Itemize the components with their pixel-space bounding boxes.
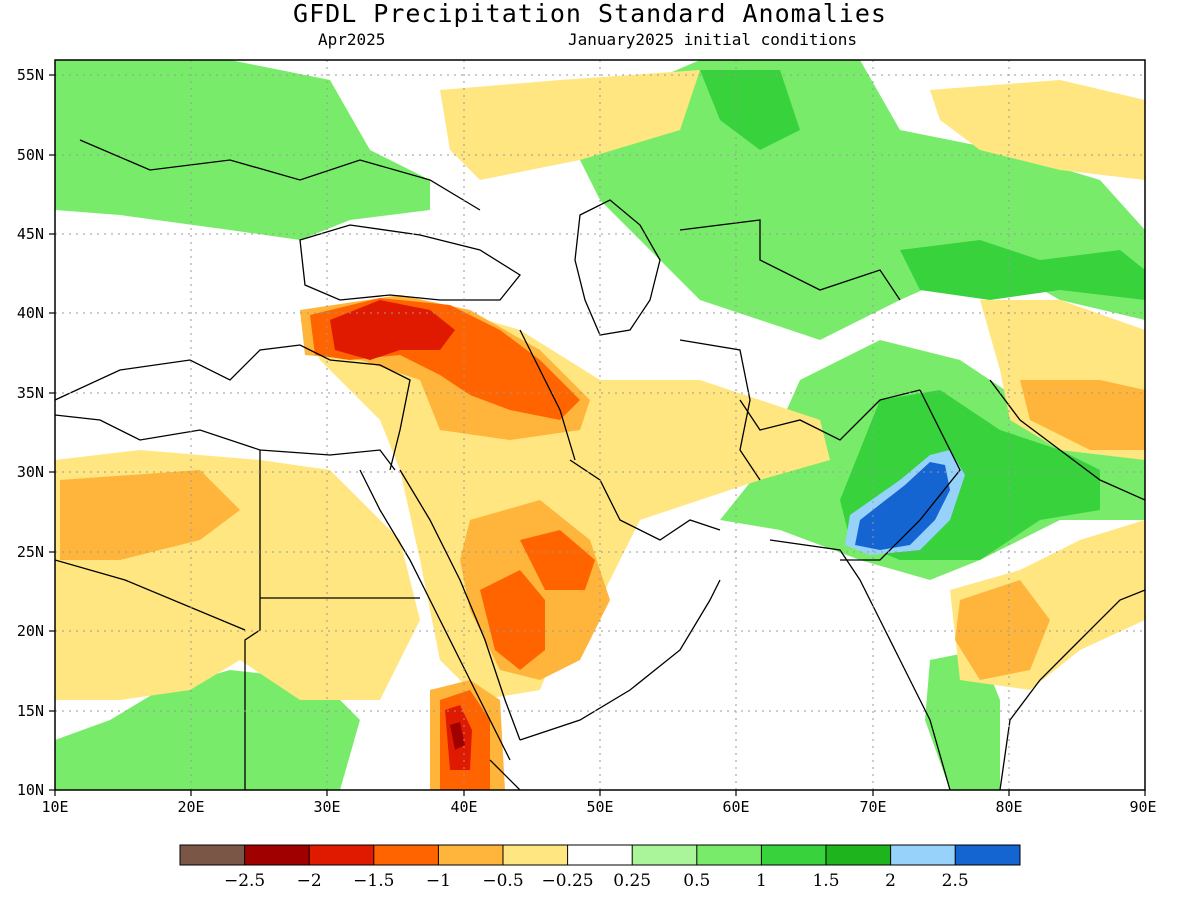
lat-tick-45n: 45N: [17, 225, 44, 243]
lat-tick-15n: 15N: [17, 702, 44, 720]
lat-tick-40n: 40N: [17, 304, 44, 322]
lon-tick-30e: 30E: [313, 798, 340, 816]
lon-tick-40e: 40E: [450, 798, 477, 816]
lon-tick-10e: 10E: [41, 798, 68, 816]
colorbar-bin-3: [373, 845, 439, 865]
initial-conditions: January2025 initial conditions: [568, 30, 857, 49]
strong-dry-najd: [520, 530, 595, 590]
colorbar-label-9: 1.5: [812, 871, 839, 891]
colorbar-bin-10: [826, 845, 891, 865]
border-arabia: [244, 450, 261, 790]
colorbar-label-3: −1: [426, 871, 451, 891]
wet-area-africa: [55, 670, 360, 790]
colorbar-label-2: −1.5: [353, 871, 394, 891]
strong-dry-arabia: [480, 570, 545, 670]
extreme-dry-ethiopia: [450, 722, 465, 750]
lon-tick-60e: 60E: [722, 798, 749, 816]
lat-tick-55n: 55N: [17, 66, 44, 84]
border-himalaya: [989, 379, 1145, 501]
colorbar-label-7: 0.5: [683, 871, 710, 891]
coast-black-sea: [299, 224, 521, 301]
strong-wet-kazakhstan: [700, 70, 800, 150]
moderate-dry-bengal: [955, 580, 1050, 680]
moderate-dry-tibet: [1020, 380, 1145, 450]
coast-caspian: [574, 199, 661, 336]
lat-tick-10n: 10N: [17, 781, 44, 799]
colorbar-label-6: 0.25: [613, 871, 651, 891]
lat-tick-25n: 25N: [17, 543, 44, 561]
coast-north-africa: [55, 414, 396, 471]
colorbar: −2.5 −2 −1.5 −1 −0.5 −0.25 0.25 0.5 1 1.…: [179, 844, 1021, 891]
colorbar-bin-8: [696, 845, 762, 865]
lon-tick-50e: 50E: [586, 798, 613, 816]
border-sahel: [55, 559, 246, 631]
coast-mediterranean-north: [55, 344, 411, 471]
colorbar-bin-7: [632, 845, 697, 865]
coast-india-east: [999, 589, 1145, 790]
axis-ticks: [49, 74, 1146, 796]
very-dry-anatolia: [330, 300, 455, 360]
coastlines: [55, 139, 1145, 790]
colorbar-bin-2: [309, 845, 374, 865]
dry-area-north-europe: [440, 70, 700, 180]
colorbar-bin-6: [567, 845, 633, 865]
coast-india-west: [769, 539, 951, 790]
colorbar-bin-0: [180, 845, 245, 865]
border-iran-iraq: [519, 329, 576, 461]
lat-tick-30n: 30N: [17, 463, 44, 481]
colorbar-bin-12: [955, 845, 1020, 865]
coast-arabia-west: [399, 469, 521, 741]
lat-tick-20n: 20N: [17, 622, 44, 640]
border-kazakhstan: [679, 219, 901, 301]
colorbar-label-8: 1: [756, 871, 767, 891]
extreme-wet-thar: [855, 462, 950, 550]
colorbar-label-5: −0.25: [542, 871, 594, 891]
chart-title: GFDL Precipitation Standard Anomalies: [293, 0, 887, 28]
colorbar-label-11: 2.5: [942, 871, 969, 891]
lon-tick-70e: 70E: [859, 798, 886, 816]
colorbar-bin-4: [438, 845, 503, 865]
lat-tick-35n: 35N: [17, 384, 44, 402]
lat-tick-labels: 55N 50N 45N 40N 35N 30N 25N 20N 15N 10N: [17, 66, 44, 799]
border-europe: [79, 139, 481, 211]
strong-wet-tianshan: [900, 240, 1145, 300]
colorbar-label-0: −2.5: [224, 871, 265, 891]
colorbar-bin-11: [890, 845, 956, 865]
coast-arabia-south: [519, 579, 721, 741]
wet-area-india-south: [925, 650, 1000, 790]
wet-area-europe: [55, 60, 430, 240]
coast-horn-africa: [489, 759, 521, 790]
forecast-month: Apr2025: [318, 30, 386, 49]
colorbar-label-10: 2: [885, 871, 896, 891]
colorbar-bin-5: [503, 845, 568, 865]
lon-tick-90e: 90E: [1129, 798, 1156, 816]
coast-red-sea: [359, 469, 511, 761]
border-iran-east: [679, 339, 761, 481]
border-pakistan-india: [840, 389, 961, 561]
anomaly-field: [55, 60, 1145, 790]
lon-tick-20e: 20E: [177, 798, 204, 816]
wet-area-central-asia: [560, 60, 1145, 340]
colorbar-label-1: −2: [297, 871, 322, 891]
lat-tick-50n: 50N: [17, 146, 44, 164]
lon-tick-labels: 10E 20E 30E 40E 50E 60E 70E 80E 90E: [41, 798, 1156, 816]
coast-persian-gulf: [569, 459, 721, 541]
moderate-dry-sahel: [60, 470, 240, 560]
border-afghanistan: [739, 389, 921, 441]
lon-tick-80e: 80E: [995, 798, 1022, 816]
colorbar-label-4: −0.5: [482, 871, 523, 891]
colorbar-bin-9: [761, 845, 826, 865]
graticule: [55, 60, 1145, 790]
colorbar-bin-1: [244, 845, 310, 865]
